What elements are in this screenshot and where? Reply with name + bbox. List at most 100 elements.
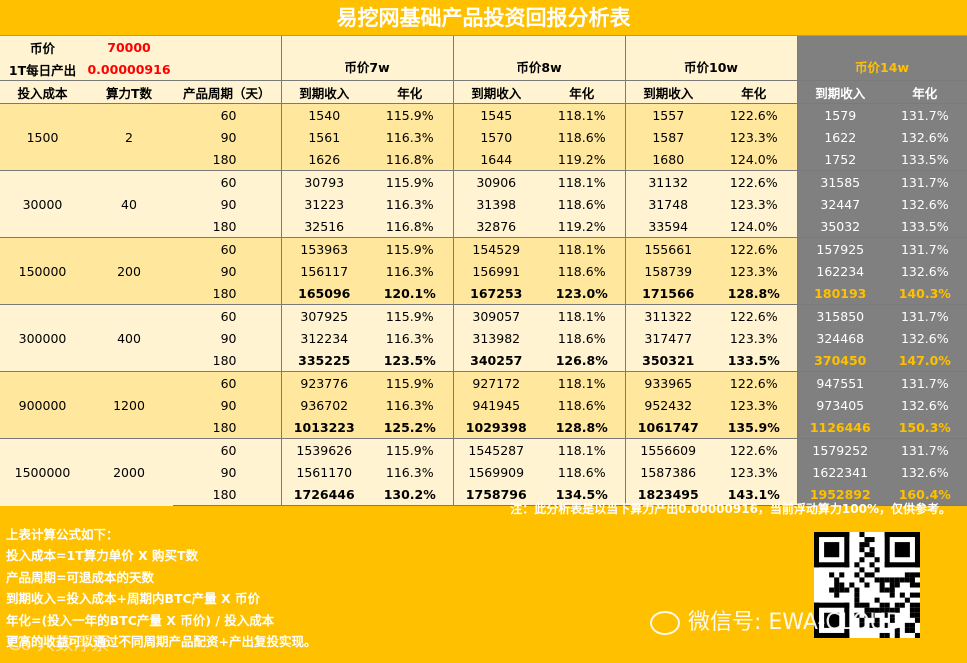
cost-cell: 30000 [0,170,85,238]
scenario-header-8w: 币价8w [452,36,625,81]
income-cell-10w: 1061747 [624,416,711,439]
income-cell-10w: 155661 [624,237,711,260]
annual-cell-8w: 119.2% [557,218,606,234]
annual-cell-14w: 131.7% [883,438,967,461]
annual-cell-8w: 126.8% [555,352,608,368]
period-cell: 60 [173,170,281,193]
period-cell: 60 [173,438,281,461]
table-row: 30000 40 60 30793 115.9% 30906 118.1% 31132 122.… [0,170,967,238]
income-cell-8w: 32876 [452,215,539,238]
annual-cell-7w: 123.5% [383,352,436,368]
income-cell-8w: 30906 [452,170,539,193]
qr-code-icon [814,532,920,638]
period-cell: 90 [220,263,237,279]
table-row: 180 1726446 130.2% 1758796 134.5% 1823495 143.… [0,483,967,506]
income-cell-7w: 936702 [280,394,367,416]
annual-cell-14w: 147.0% [883,349,967,372]
annual-cell-14w: 133.5% [883,215,967,238]
table-row: 90 1561 116.3% 1570 118.6% 1587 123.3% 1622 132.… [0,126,967,148]
daily-value: 0.00000916 [87,61,171,77]
annual-cell-7w: 116.3% [385,464,434,480]
annual-cell-14w: 140.3% [883,282,967,305]
annual-cell-7w: 115.9% [367,170,453,193]
formula-line: 到期收入=投入成本+周期内BTC产量 X 币价 [6,591,261,607]
income-cell-14w: 32447 [796,193,884,215]
income-cell-7w: 31223 [280,193,367,215]
income-cell-10w: 350321 [624,349,711,372]
income-cell-14w: 1579 [796,103,884,126]
annual-cell-7w: 116.3% [385,196,434,212]
income-cell-10w: 1587 [624,126,711,148]
col-annual-10w: 年化 [711,80,798,104]
income-cell-14w: 1752 [796,148,884,171]
income-cell-14w: 1622341 [796,461,884,483]
watermark-logo: Co 兴数浮票 [8,634,110,655]
income-cell-10w: 933965 [624,371,711,394]
formula-line: 年化=(投入一年的BTC产量 X 币价) / 投入成本 [6,612,275,628]
col-income-8w: 到期收入 [452,80,539,104]
formula-line: 上表计算公式如下： [6,527,119,542]
annual-cell-10w: 135.9% [727,419,780,435]
income-cell-7w: 165096 [280,282,367,305]
period-cell: 90 [220,196,237,212]
period-cell: 180 [212,352,237,368]
annual-cell-14w: 132.6% [883,193,967,215]
income-cell-7w: 335225 [280,349,367,372]
income-cell-7w: 1626 [280,148,367,171]
income-cell-7w: 1539626 [280,438,367,461]
income-cell-8w: 340257 [452,349,539,372]
power-cell: 1200 [85,371,173,439]
period-cell: 90 [220,129,237,145]
annual-cell-10w: 122.6% [711,170,798,193]
income-cell-7w: 307925 [280,304,367,327]
annual-cell-14w: 132.6% [883,126,967,148]
period-cell: 90 [220,330,237,346]
table-row: 90 1561170 116.3% 1569909 118.6% 1587386 123.3… [0,461,967,483]
annual-cell-7w: 115.9% [367,438,453,461]
income-cell-8w: 1545 [452,103,539,126]
col-annual-7w: 年化 [367,80,453,104]
income-cell-14w: 35032 [796,215,884,238]
income-cell-14w: 315850 [796,304,884,327]
annual-cell-8w: 118.6% [557,464,606,480]
col-income-14w: 到期收入 [796,80,884,104]
scenario-header-10w: 币价10w [624,36,798,81]
income-cell-14w: 370450 [796,349,884,372]
annual-cell-8w: 118.1% [539,371,625,394]
table-row: 1500 2 60 1540 115.9% 1545 118.1% 1557 122.6% 157… [0,103,967,171]
footnote: 注：此分析表是以当下算力产出0.00000916，当前浮动算力100%，仅供参考… [510,502,951,516]
table-row: 180 32516 116.8% 32876 119.2% 33594 124.0% 3503… [0,215,967,238]
income-cell-14w: 1579252 [796,438,884,461]
formula-block: 上表计算公式如下： 投入成本=1T算力单价 X 购买T数 产品周期=可退成本的天… [6,524,316,652]
annual-cell-8w: 118.6% [557,129,606,145]
annual-cell-10w: 143.1% [711,483,798,506]
annual-cell-14w: 132.6% [883,260,967,282]
price-value: 70000 [107,39,151,55]
income-cell-8w: 927172 [452,371,539,394]
annual-cell-7w: 116.3% [385,330,434,346]
annual-cell-8w: 118.6% [557,330,606,346]
table-row: 180 1626 116.8% 1644 119.2% 1680 124.0% 1752 133… [0,148,967,171]
annual-cell-7w: 115.9% [367,103,453,126]
price-row: 币价 70000 币价7w 币价8w 币价10w 币价14w [0,36,967,81]
col-cost: 投入成本 [0,80,85,104]
income-cell-10w: 952432 [624,394,711,416]
annual-cell-10w: 122.6% [711,103,798,126]
period-cell: 180 [212,285,237,301]
annual-cell-8w: 123.0% [555,285,608,301]
period-cell: 60 [173,304,281,327]
power-cell: 2000 [85,438,173,506]
income-cell-14w: 31585 [796,170,884,193]
income-cell-8w: 313982 [452,327,539,349]
page-title: 易挖网基础产品投资回报分析表 [0,0,967,36]
income-cell-10w: 1557 [624,103,711,126]
annual-cell-14w: 150.3% [883,416,967,439]
annual-cell-10w: 123.3% [729,397,778,413]
annual-cell-14w: 131.7% [883,371,967,394]
annual-cell-7w: 116.3% [385,129,434,145]
income-cell-8w: 1644 [452,148,539,171]
price-label: 币价 [29,40,55,56]
period-cell: 60 [173,371,281,394]
annual-cell-8w: 118.6% [557,397,606,413]
income-cell-8w: 1545287 [452,438,539,461]
